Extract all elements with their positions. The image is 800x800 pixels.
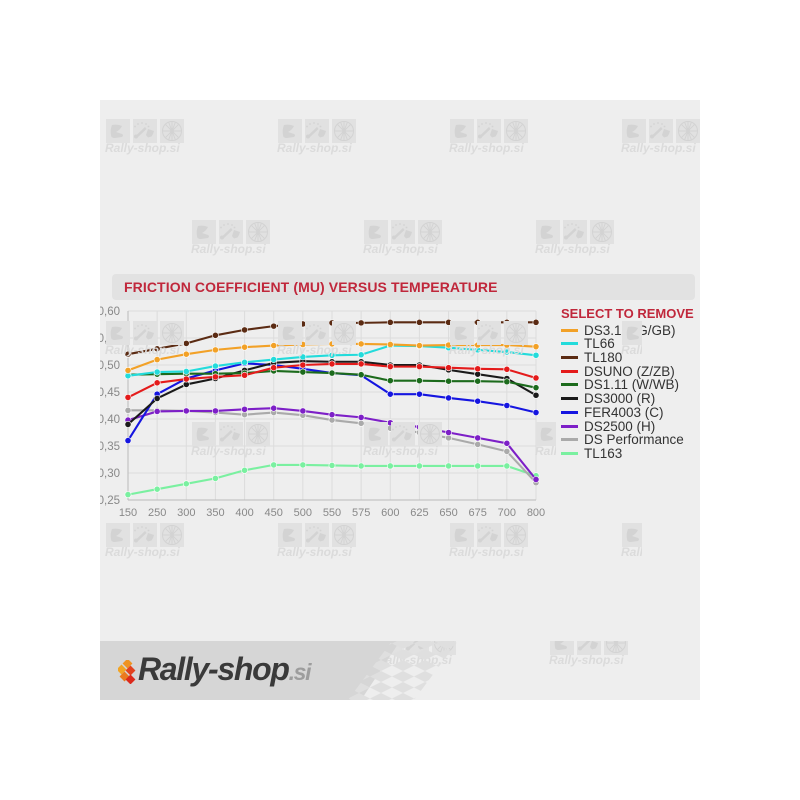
svg-text:550: 550 — [323, 507, 341, 519]
svg-text:800: 800 — [527, 507, 545, 519]
svg-text:0,45: 0,45 — [100, 387, 120, 399]
svg-text:0,25: 0,25 — [100, 495, 120, 507]
svg-text:0,30: 0,30 — [100, 468, 120, 480]
svg-text:625: 625 — [410, 507, 428, 519]
svg-text:575: 575 — [352, 507, 370, 519]
svg-text:650: 650 — [439, 507, 457, 519]
svg-text:400: 400 — [235, 507, 253, 519]
svg-text:600: 600 — [381, 507, 399, 519]
svg-text:500: 500 — [294, 507, 312, 519]
svg-text:700: 700 — [498, 507, 516, 519]
svg-text:150: 150 — [119, 507, 137, 519]
svg-text:450: 450 — [265, 507, 283, 519]
svg-text:0,60: 0,60 — [100, 306, 120, 318]
svg-text:675: 675 — [469, 507, 487, 519]
svg-text:300: 300 — [177, 507, 195, 519]
svg-text:250: 250 — [148, 507, 166, 519]
svg-text:350: 350 — [206, 507, 224, 519]
